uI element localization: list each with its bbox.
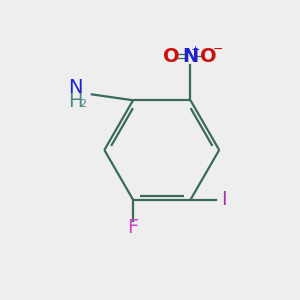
Text: +: + xyxy=(191,45,200,55)
Text: H: H xyxy=(68,92,83,111)
Text: O: O xyxy=(200,46,217,66)
Text: 2: 2 xyxy=(80,99,87,109)
Text: O: O xyxy=(163,46,180,66)
Text: N: N xyxy=(68,77,83,97)
Text: −: − xyxy=(212,43,223,56)
Text: N: N xyxy=(182,46,199,66)
Text: F: F xyxy=(128,218,139,237)
Text: I: I xyxy=(221,190,227,209)
